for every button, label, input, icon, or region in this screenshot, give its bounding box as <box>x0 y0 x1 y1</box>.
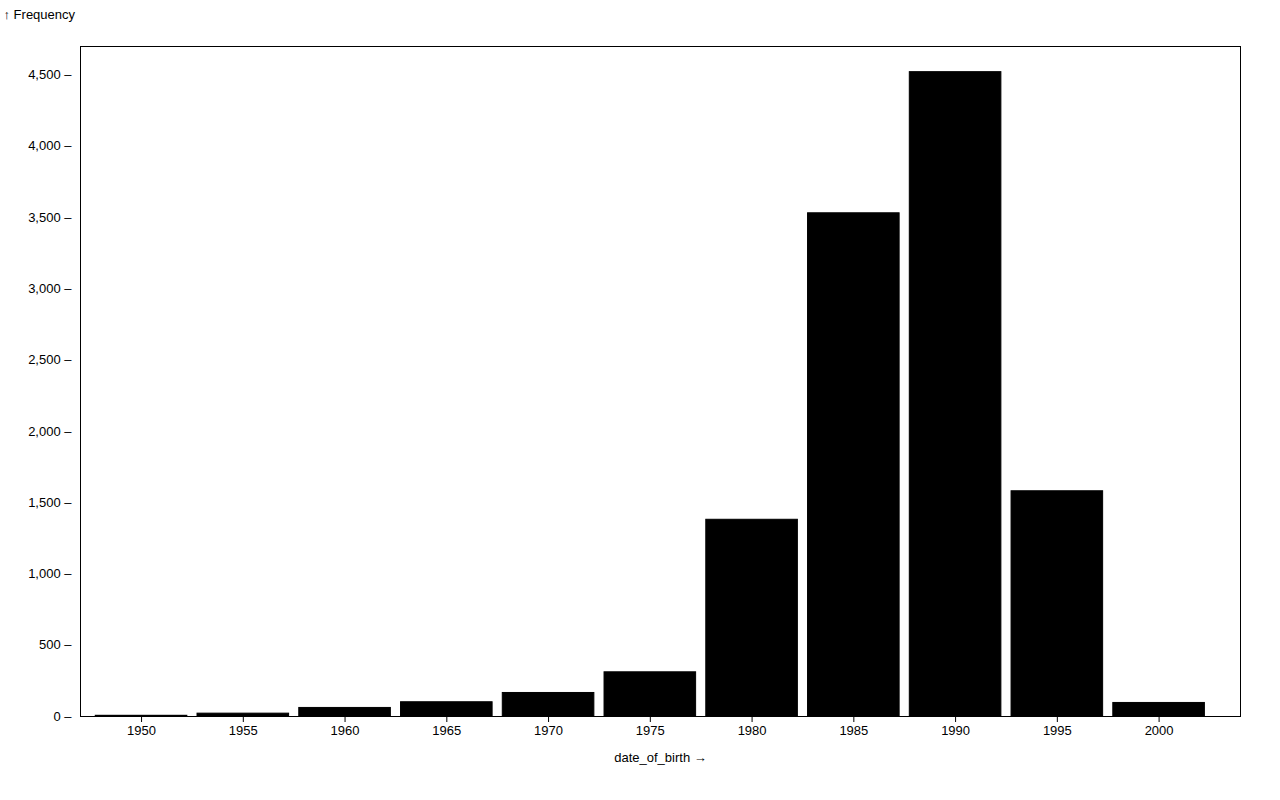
svg-text:1970: 1970 <box>534 723 563 738</box>
svg-text:1955: 1955 <box>229 723 258 738</box>
svg-text:2000: 2000 <box>1145 723 1174 738</box>
svg-text:1960: 1960 <box>331 723 360 738</box>
svg-text:1980: 1980 <box>738 723 767 738</box>
svg-text:date_of_birth →: date_of_birth → <box>614 750 707 765</box>
svg-text:4,500 –: 4,500 – <box>28 67 72 82</box>
svg-text:4,000 –: 4,000 – <box>28 138 72 153</box>
svg-text:1985: 1985 <box>839 723 868 738</box>
svg-text:1965: 1965 <box>432 723 461 738</box>
svg-text:2,000 –: 2,000 – <box>28 424 72 439</box>
svg-text:1995: 1995 <box>1043 723 1072 738</box>
svg-text:2,500 –: 2,500 – <box>28 352 72 367</box>
svg-text:1975: 1975 <box>636 723 665 738</box>
svg-text:0 –: 0 – <box>53 709 72 724</box>
svg-text:3,000 –: 3,000 – <box>28 281 72 296</box>
svg-text:1,500 –: 1,500 – <box>28 495 72 510</box>
svg-text:3,500 –: 3,500 – <box>28 210 72 225</box>
svg-text:1950: 1950 <box>127 723 156 738</box>
svg-text:1990: 1990 <box>941 723 970 738</box>
svg-text:500 –: 500 – <box>39 637 72 652</box>
svg-text:↑ Frequency: ↑ Frequency <box>4 7 76 22</box>
svg-text:1,000 –: 1,000 – <box>28 566 72 581</box>
